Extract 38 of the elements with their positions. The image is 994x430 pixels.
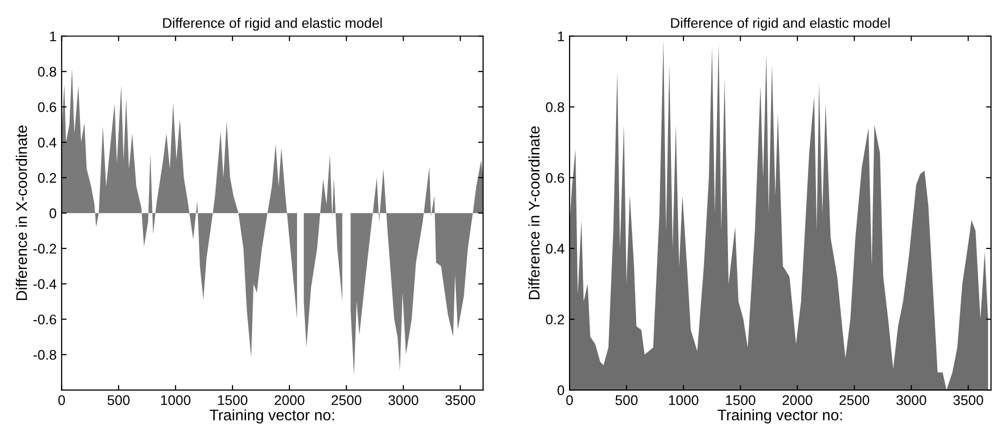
chart-title: Difference of rigid and elastic model <box>163 18 382 31</box>
x-tick-label: 500 <box>108 395 130 406</box>
y-tick-label: -0.4 <box>33 279 56 290</box>
y-tick-label: 0.8 <box>546 102 564 112</box>
y-tick-label: -0.2 <box>33 244 56 254</box>
x-axis-title: Training vector no: <box>210 409 334 424</box>
y-tick-label: 0.2 <box>546 314 564 324</box>
x-axis-title: Training vector no: <box>718 409 842 424</box>
y-tick-label: 1 <box>558 32 564 42</box>
y-tick-label: -0.8 <box>33 350 56 360</box>
y-axis-title: Difference in X-coordinate <box>16 126 28 300</box>
y-tick-label: -0.6 <box>33 314 56 324</box>
x-tick-label: 0 <box>58 395 65 406</box>
x-tick-label: 1000 <box>669 395 698 406</box>
y-axis-title: Difference in Y-coordinate <box>528 126 540 300</box>
x-tick-label: 1000 <box>161 395 190 406</box>
x-tick-label: 3500 <box>445 395 476 406</box>
y-tick-label: 0.6 <box>38 102 56 112</box>
y-tick-label: 1 <box>50 32 56 42</box>
x-tick-label: 500 <box>615 395 638 406</box>
x-tick-label: 2000 <box>782 395 812 406</box>
chart-title: Difference of rigid and elastic model <box>671 18 890 31</box>
x-tick-label: 3000 <box>388 395 418 406</box>
y-tick-label: 0.6 <box>546 173 564 183</box>
x-tick-label: 3000 <box>896 395 926 406</box>
y-tick-label: 0.8 <box>38 66 56 77</box>
x-tick-label: 1500 <box>726 395 756 406</box>
x-tick-label: 2500 <box>840 395 870 406</box>
x-tick-label: 2000 <box>274 395 304 406</box>
x-tick-label: 1500 <box>218 395 248 406</box>
y-tick-label: 0 <box>50 208 56 218</box>
x-tick-label: 2500 <box>332 395 362 406</box>
y-tick-label: 0.4 <box>38 138 56 148</box>
x-tick-label: 3500 <box>953 395 984 406</box>
y-tick-label: 0.4 <box>546 244 564 254</box>
y-tick-label: 0 <box>558 385 564 396</box>
y-tick-label: 0.2 <box>38 173 56 183</box>
x-tick-label: 0 <box>566 395 573 406</box>
